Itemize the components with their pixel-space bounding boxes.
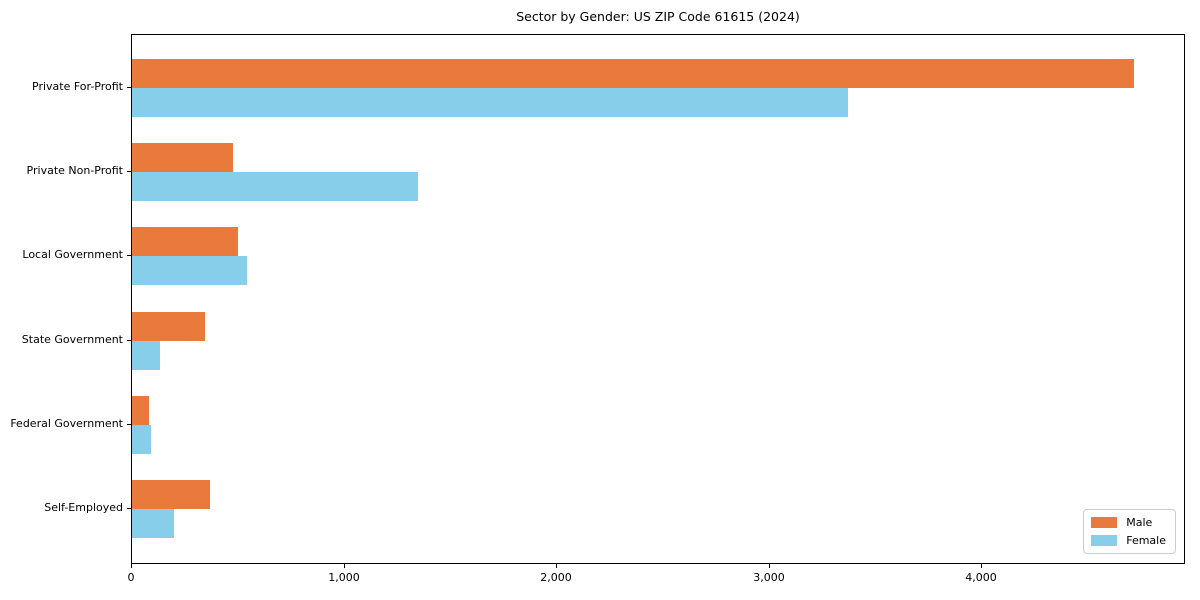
bar-female-state-government bbox=[132, 340, 160, 370]
bar-male-private-for-profit bbox=[132, 59, 1134, 88]
x-tick-4000 bbox=[981, 564, 982, 568]
bar-male-self-employed bbox=[132, 480, 210, 509]
x-tick-2000 bbox=[556, 564, 557, 568]
bar-male-state-government bbox=[132, 311, 205, 341]
y-label-private-for-profit: Private For-Profit bbox=[32, 80, 123, 93]
bar-female-local-government bbox=[132, 256, 247, 286]
y-label-federal-government: Federal Government bbox=[10, 416, 123, 430]
y-tick-state-government bbox=[127, 339, 131, 341]
y-label-state-government: State Government bbox=[21, 332, 123, 346]
legend-swatch-female-icon bbox=[1091, 535, 1118, 546]
bar-female-federal-government bbox=[132, 424, 151, 454]
y-label-private-non-profit: Private Non-Profit bbox=[26, 164, 123, 178]
legend-item-female: Female bbox=[1091, 534, 1166, 547]
bar-male-federal-government bbox=[132, 395, 149, 425]
x-label-0: 0 bbox=[127, 571, 135, 584]
y-label-local-government: Local Government bbox=[22, 248, 123, 262]
bar-female-private-for-profit bbox=[132, 88, 848, 117]
bar-female-self-employed bbox=[132, 509, 174, 538]
bar-female-private-non-profit bbox=[132, 172, 418, 202]
x-label-4000: 4,000 bbox=[965, 571, 997, 584]
legend-label-female: Female bbox=[1126, 534, 1166, 547]
bar-male-local-government bbox=[132, 227, 238, 257]
y-tick-private-for-profit bbox=[127, 87, 131, 88]
legend: Male Female bbox=[1083, 509, 1176, 554]
x-tick-1000 bbox=[344, 564, 345, 568]
chart-title: Sector by Gender: US ZIP Code 61615 (202… bbox=[516, 9, 800, 24]
x-label-1000: 1,000 bbox=[328, 571, 360, 584]
legend-item-male: Male bbox=[1091, 516, 1166, 529]
y-tick-private-non-profit bbox=[127, 171, 131, 173]
bar-male-private-non-profit bbox=[132, 143, 233, 173]
y-tick-self-employed bbox=[127, 508, 131, 509]
plot-area: Male Female bbox=[131, 34, 1185, 564]
x-tick-0 bbox=[131, 564, 132, 568]
x-label-3000: 3,000 bbox=[753, 571, 785, 584]
x-tick-3000 bbox=[769, 564, 770, 568]
legend-swatch-male-icon bbox=[1091, 517, 1118, 528]
y-label-self-employed: Self-Employed bbox=[44, 501, 123, 514]
legend-label-male: Male bbox=[1126, 516, 1153, 529]
x-label-2000: 2,000 bbox=[540, 571, 572, 584]
y-tick-local-government bbox=[127, 255, 131, 257]
y-tick-federal-government bbox=[127, 423, 131, 425]
